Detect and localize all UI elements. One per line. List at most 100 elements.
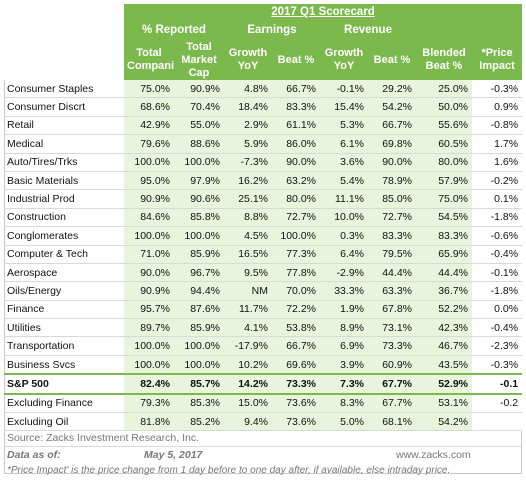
row-label: Retail [4,116,124,136]
table-cell: 81.8% [124,412,174,432]
table-cell: -0.8% [472,116,523,136]
table-cell: 16.5% [224,245,272,264]
table-cell: 100.0% [124,153,174,172]
table-cell: 85.8% [174,208,224,228]
table-cell: 85.2% [174,412,224,432]
table-cell: 18.4% [224,97,272,117]
table-cell: 75.0% [124,80,174,99]
table-cell: 52.9% [416,373,472,395]
table-cell: 4.8% [224,80,272,99]
table-cell: 53.8% [272,318,320,338]
table-cell: 82.4% [124,373,174,395]
table-cell: 8.3% [320,393,368,414]
table-cell: 97.9% [174,171,224,191]
table-cell: 44.4% [416,263,472,283]
table-cell: -2.9% [320,263,368,283]
table-row: Aerospace 90.0% 96.7% 9.5% 77.8% -2.9% 44.4% 44… [4,263,523,283]
table-cell: 57.9% [416,171,472,191]
table-cell: 84.6% [124,208,174,228]
table-cell: 100.0% [124,226,174,246]
table-cell: 85.3% [174,393,224,414]
table-cell: 75.0% [416,189,472,209]
table-cell: 90.0% [368,153,416,172]
table-row: Construction 84.6% 85.8% 8.8% 72.7% 10.0% 72.7… [4,208,523,228]
table-cell: -0.4% [472,245,523,264]
column-header: Total Companies [124,40,174,80]
table-cell: 79.3% [124,393,174,414]
table-cell: 100.0% [272,226,320,246]
table-cell: 90.0% [124,263,174,283]
table-cell: 68.6% [124,97,174,117]
table-cell: 79.5% [368,245,416,264]
table-cell: 25.0% [416,80,472,99]
table-cell: -0.6% [472,226,523,246]
as-of-line: Data as of: May 5, 2017 www.zacks.com [4,447,522,463]
row-label: Excluding Oil [4,412,124,432]
table-cell: 73.6% [272,393,320,414]
table-row: Consumer Discrt 68.6% 70.4% 18.4% 83.3% 15.4%… [4,97,523,117]
table-cell: 61.1% [272,116,320,136]
table-cell: -1.8% [472,281,523,301]
table-cell: 15.4% [320,97,368,117]
table-cell: 73.6% [272,412,320,432]
table-cell: 63.3% [368,281,416,301]
table-row: Auto/Tires/Trks 100.0% 100.0% -7.3% 90.0% 3.6… [4,153,523,172]
table-cell: 70.0% [272,281,320,301]
table-cell: 46.7% [416,336,472,356]
table-cell: 36.7% [416,281,472,301]
column-header: *Price Impact [472,40,523,80]
table-cell: 100.0% [174,226,224,246]
column-header: Total Market Cap [174,40,224,80]
table-cell: -17.9% [224,336,272,356]
table-cell: 77.3% [272,245,320,264]
table-cell: -0.2 [472,393,523,414]
table-cell: 55.0% [174,116,224,136]
table-cell: 85.9% [174,318,224,338]
group-revenue: Revenue [320,20,416,40]
table-cell: 0.0% [472,300,523,320]
column-header: Beat % [272,40,320,80]
table-cell: 5.9% [224,134,272,154]
table-cell: -0.1% [472,263,523,283]
table-cell: 83.3% [368,226,416,246]
table-cell: 100.0% [174,336,224,356]
table-row: Finance 95.7% 87.6% 11.7% 72.2% 1.9% 67.8% 52.2… [4,300,523,320]
row-label: Transportation [4,336,124,356]
sp500-section: S&P 500 82.4% 85.7% 14.2% 73.3% 7.3% 67.7% 52.9… [4,373,523,395]
table-cell: 5.3% [320,116,368,136]
table-cell: 94.4% [174,281,224,301]
table-cell: -1.8% [472,208,523,228]
table-cell: 73.3% [368,336,416,356]
table-cell: 67.8% [368,300,416,320]
table-row: Business Svcs 100.0% 100.0% 10.2% 69.6% 3.9% 6… [4,355,523,375]
table-row: Oils/Energy 90.9% 94.4% NM 70.0% 33.3% 63.3% 36… [4,281,523,301]
table-cell: 90.9% [124,281,174,301]
table-cell: 68.1% [368,412,416,432]
table-row: Computer & Tech 71.0% 85.9% 16.5% 77.3% 6.4% 7… [4,245,523,264]
table-cell: 1.7% [472,134,523,154]
table-cell: 4.1% [224,318,272,338]
price-impact-note: *Price Impact' is the price change from … [7,465,451,477]
table-cell: 77.8% [272,263,320,283]
row-label: Construction [4,208,124,228]
row-label: Oils/Energy [4,281,124,301]
table-cell: 90.0% [272,153,320,172]
table-cell: 60.5% [416,134,472,154]
table-row: Retail 42.9% 55.0% 2.9% 61.1% 5.3% 66.7% 55.6% -… [4,116,523,136]
source-note: Source: Zacks Investment Research, Inc. [4,431,522,448]
table-cell: -2.3% [472,336,523,356]
group-header-row: % Reported Earnings Revenue [4,20,523,40]
table-cell: 1.9% [320,300,368,320]
table-cell: 66.7% [272,336,320,356]
column-header: Blended Beat % [416,40,472,80]
table-cell: 66.7% [272,80,320,99]
table-cell: -0.1 [472,373,523,395]
table-row: Industrial Prod 90.9% 90.6% 25.1% 80.0% 11.1%… [4,189,523,209]
table-cell: 33.3% [320,281,368,301]
table-cell: 90.6% [174,189,224,209]
table-cell: 67.7% [368,373,416,395]
row-label: Utilities [4,318,124,338]
table-cell: 54.2% [416,412,472,432]
scorecard: 2017 Q1 Scorecard % Reported Earnings Re… [4,4,523,478]
table-cell: 86.0% [272,134,320,154]
